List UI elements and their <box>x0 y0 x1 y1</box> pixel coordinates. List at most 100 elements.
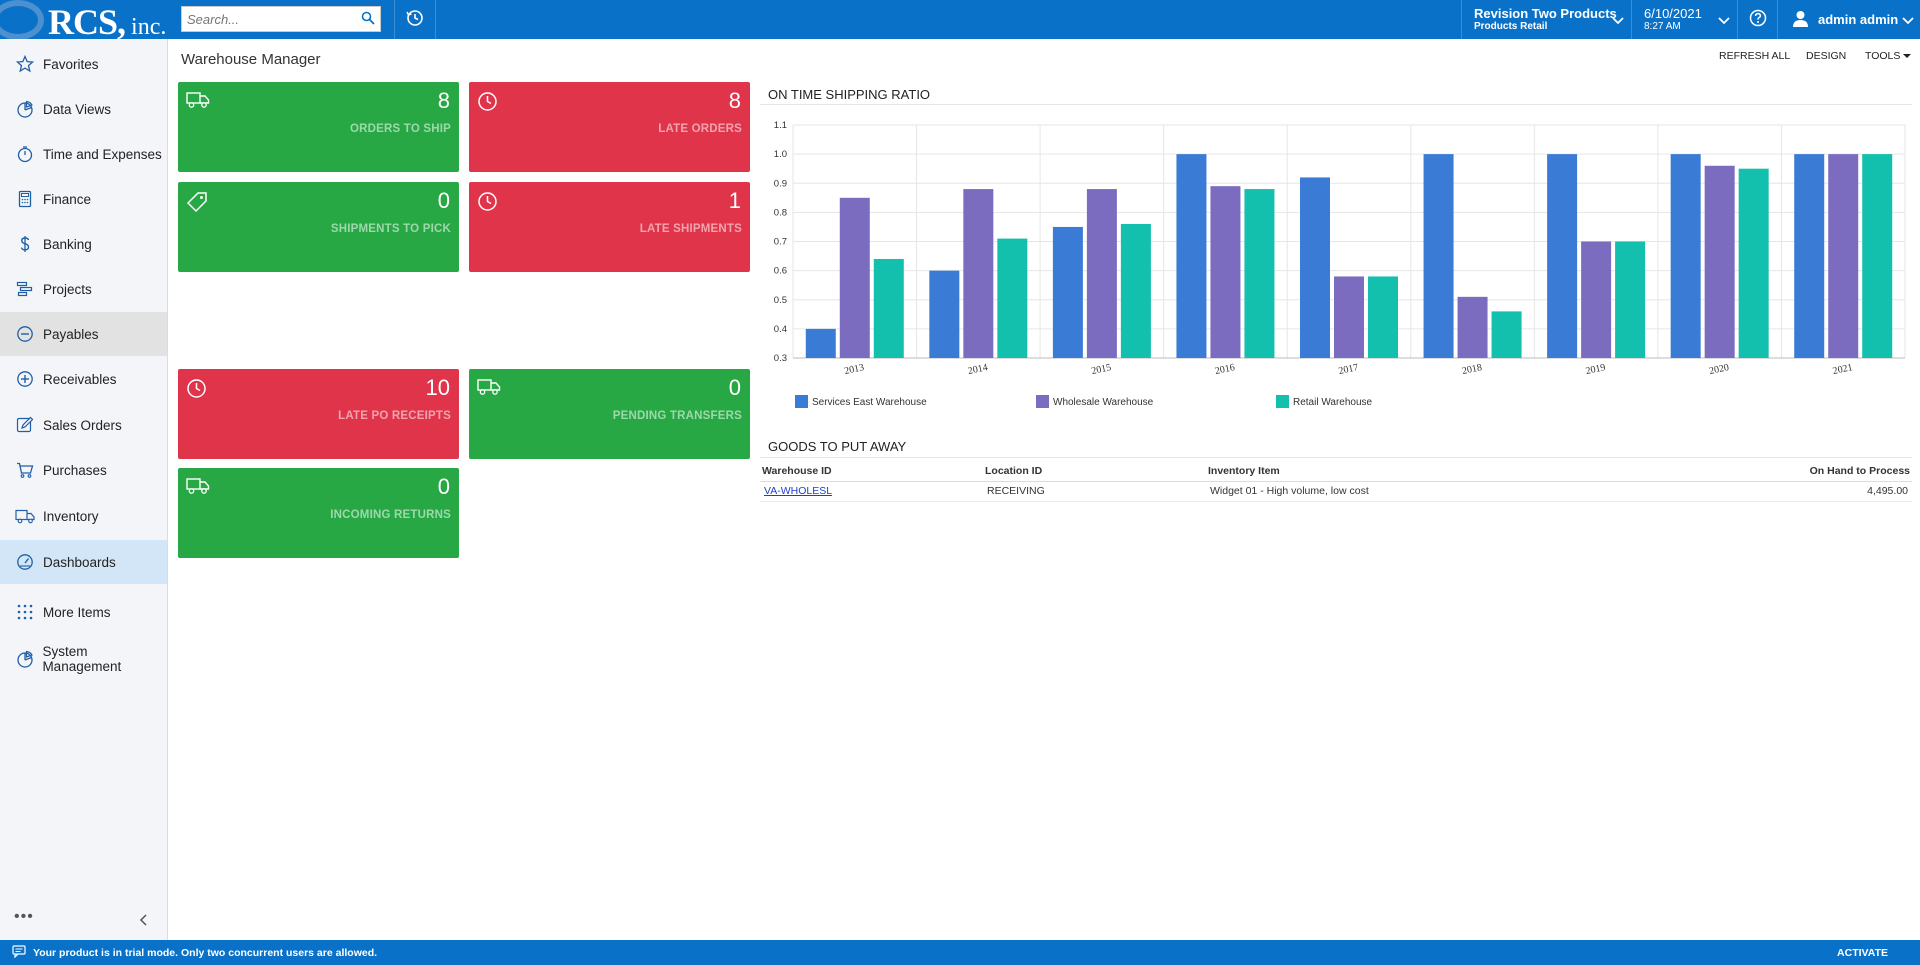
bar <box>1828 154 1859 358</box>
y-tick-label: 0.3 <box>774 353 787 364</box>
truck-icon <box>477 378 501 399</box>
x-tick-label: 2018 <box>1461 362 1483 377</box>
bar <box>1086 189 1117 358</box>
bar <box>873 258 904 358</box>
sidebar-more-button[interactable]: ••• <box>14 908 34 925</box>
sidebar-item-data-views[interactable]: Data Views <box>0 87 167 131</box>
tenant-selector[interactable]: Revision Two Products Products Retail <box>1461 0 1631 39</box>
tile-late-po-receipts[interactable]: 10 LATE PO RECEIPTS <box>178 369 459 459</box>
tools-menu-button[interactable]: TOOLS <box>1865 50 1912 62</box>
bar <box>1615 241 1646 358</box>
bar <box>1862 154 1893 358</box>
x-tick-label: 2016 <box>1214 362 1236 377</box>
warehouse-link[interactable]: VA-WHOLESL <box>764 485 833 497</box>
bar <box>1491 311 1522 358</box>
tile-orders-to-ship[interactable]: 8 ORDERS TO SHIP <box>178 82 459 172</box>
sidebar-item-favorites[interactable]: Favorites <box>0 42 167 86</box>
sidebar-item-payables[interactable]: Payables <box>0 312 167 356</box>
sidebar-item-time-and-expenses[interactable]: Time and Expenses <box>0 132 167 176</box>
cell-location-id: RECEIVING <box>983 481 1206 502</box>
y-tick-label: 0.9 <box>774 178 787 189</box>
y-tick-label: 0.5 <box>774 295 787 306</box>
collapse-sidebar-icon[interactable] <box>138 913 150 930</box>
bar <box>1334 276 1364 358</box>
tile-label: ORDERS TO SHIP <box>350 123 451 135</box>
trial-mode-message: Your product is in trial mode. Only two … <box>33 947 378 959</box>
tile-late-shipments[interactable]: 1 LATE SHIPMENTS <box>469 182 750 272</box>
caret-down-icon <box>1903 50 1912 62</box>
plus-circle-icon <box>13 370 37 388</box>
column-header-inventory-item[interactable]: Inventory Item <box>1206 461 1626 482</box>
sidebar-item-inventory[interactable]: Inventory <box>0 494 167 538</box>
sidebar-item-label: Projects <box>43 281 92 297</box>
history-icon <box>406 9 424 30</box>
status-bar: Your product is in trial mode. Only two … <box>0 940 1920 965</box>
tile-value: 8 <box>728 88 741 113</box>
tenant-branch: Products Retail <box>1474 21 1548 32</box>
sidebar-item-projects[interactable]: Projects <box>0 267 167 311</box>
on-time-shipping-chart: 0.3 0.4 0.5 0.6 0.7 0.8 0.9 1.0 1.1 2013 2014 2015 2… <box>774 120 1906 408</box>
refresh-all-button[interactable]: REFRESH ALL <box>1719 50 1791 62</box>
search-icon[interactable] <box>361 11 375 28</box>
dollar-icon <box>13 235 37 253</box>
sidebar-item-more-items[interactable]: More Items <box>0 590 167 634</box>
design-button[interactable]: DESIGN <box>1806 50 1847 62</box>
sidebar-item-label: Data Views <box>43 101 112 117</box>
truck-icon <box>186 91 210 112</box>
tile-late-orders[interactable]: 8 LATE ORDERS <box>469 82 750 172</box>
bar <box>1581 241 1612 358</box>
activate-button[interactable]: ACTIVATE <box>1837 947 1888 959</box>
tile-label: LATE SHIPMENTS <box>639 223 742 235</box>
tile-pending-transfers[interactable]: 0 PENDING TRANSFERS <box>469 369 750 459</box>
sidebar-item-label: Payables <box>43 326 99 342</box>
tile-label: SHIPMENTS TO PICK <box>330 223 451 235</box>
tile-value: 0 <box>437 474 450 499</box>
sidebar-item-label: Sales Orders <box>43 417 122 433</box>
sidebar-item-banking[interactable]: Banking <box>0 222 167 266</box>
cell-on-hand: 4,495.00 <box>1626 481 1912 502</box>
gantt-icon <box>13 280 37 298</box>
column-header-location-id[interactable]: Location ID <box>983 461 1206 482</box>
recent-history-button[interactable] <box>394 0 436 39</box>
x-tick-label: 2014 <box>967 362 989 377</box>
sidebar-item-dashboards[interactable]: Dashboards <box>0 540 167 584</box>
top-bar: RCS, inc. Revision Two Products Products… <box>0 0 1920 42</box>
x-tick-label: 2019 <box>1585 362 1607 377</box>
pie-chart-icon <box>13 650 36 668</box>
y-tick-label: 0.8 <box>774 207 787 218</box>
company-logo[interactable]: RCS, inc. <box>0 0 172 42</box>
bar <box>1738 168 1769 358</box>
tools-label: TOOLS <box>1865 50 1901 62</box>
chevron-down-icon <box>1612 14 1624 29</box>
y-tick-label: 0.4 <box>774 324 787 335</box>
sidebar-item-label: Purchases <box>43 462 107 478</box>
user-menu[interactable]: admin admin <box>1777 0 1920 39</box>
column-header-on-hand[interactable]: On Hand to Process <box>1626 461 1912 482</box>
legend-label: Retail Warehouse <box>1293 397 1373 408</box>
business-date-selector[interactable]: 6/10/2021 8:27 AM <box>1631 0 1737 39</box>
bar <box>1052 226 1083 358</box>
sidebar-item-label: Receivables <box>43 371 117 387</box>
tile-value: 10 <box>425 375 450 400</box>
sidebar-item-receivables[interactable]: Receivables <box>0 357 167 401</box>
chart-widget-title: ON TIME SHIPPING RATIO <box>768 87 931 102</box>
sidebar-item-sales-orders[interactable]: Sales Orders <box>0 403 167 447</box>
tile-value: 0 <box>437 188 450 213</box>
help-button[interactable] <box>1737 0 1777 39</box>
tenant-name: Revision Two Products <box>1474 6 1617 21</box>
legend-swatch <box>1276 395 1289 408</box>
sidebar-item-system-management[interactable]: System Management <box>0 637 167 681</box>
search-input[interactable] <box>182 7 352 31</box>
user-icon <box>1792 10 1809 30</box>
bar <box>1368 276 1398 358</box>
sidebar-item-purchases[interactable]: Purchases <box>0 448 167 492</box>
x-tick-label: 2013 <box>843 362 865 377</box>
edit-icon <box>13 416 37 434</box>
tile-shipments-to-pick[interactable]: 0 SHIPMENTS TO PICK <box>178 182 459 272</box>
tile-incoming-returns[interactable]: 0 INCOMING RETURNS <box>178 468 459 558</box>
sidebar-item-finance[interactable]: Finance <box>0 177 167 221</box>
minus-circle-icon <box>13 325 37 343</box>
y-tick-label: 1.0 <box>774 149 787 160</box>
column-header-warehouse-id[interactable]: Warehouse ID <box>760 461 983 482</box>
search-box <box>181 6 381 32</box>
